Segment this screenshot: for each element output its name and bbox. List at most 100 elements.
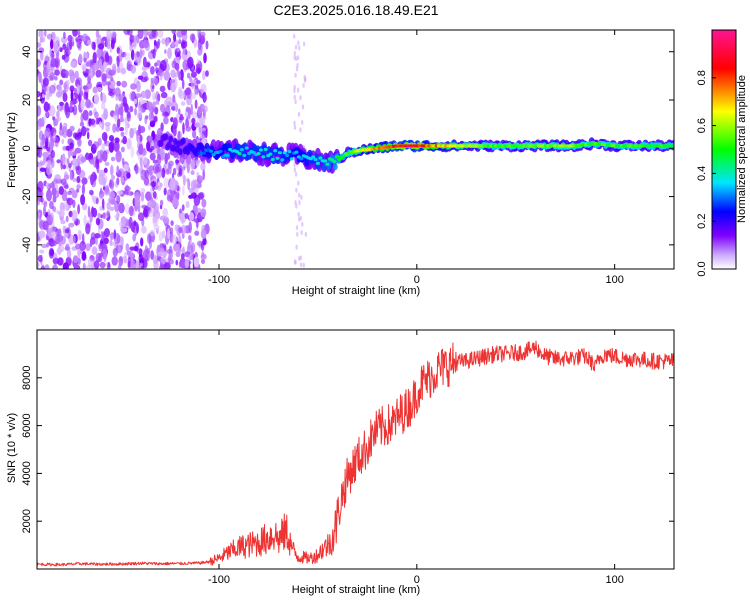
heatmap-cell — [123, 30, 130, 36]
heatmap-cell — [159, 247, 165, 253]
heatmap-cell — [141, 225, 147, 234]
heatmap-cell — [176, 30, 183, 38]
x-tick-label: -100 — [208, 574, 230, 586]
heatmap-cell — [80, 194, 86, 206]
heatmap-cell — [129, 246, 135, 251]
heatmap-cell — [105, 262, 109, 267]
heatmap-cell — [41, 243, 48, 249]
heatmap-cell — [116, 177, 120, 186]
heatmap-cell — [298, 256, 301, 261]
heatmap-cell — [275, 156, 280, 160]
heatmap-cell — [40, 196, 44, 203]
heatmap-cell — [302, 41, 306, 47]
heatmap-cell — [108, 191, 115, 200]
heatmap-cell — [66, 158, 70, 164]
heatmap-cell — [143, 156, 148, 165]
heatmap-cell — [83, 91, 88, 100]
heatmap-cell — [201, 116, 207, 121]
heatmap-cell — [69, 39, 73, 51]
snr-frame — [36, 329, 675, 570]
heatmap-cell — [88, 110, 93, 117]
heatmap-cell — [173, 117, 178, 130]
heatmap-cell — [156, 153, 162, 166]
heatmap-cell — [152, 92, 156, 101]
heatmap-cell — [190, 79, 195, 90]
heatmap-cell — [120, 131, 125, 137]
heatmap-cell — [179, 208, 182, 214]
heatmap-cell — [300, 230, 303, 236]
heatmap-cell — [301, 221, 304, 227]
heatmap-cell — [50, 212, 54, 223]
heatmap-cell — [43, 101, 49, 112]
spectrogram-x-ticks: -100 0 100 — [208, 30, 624, 286]
heatmap-cell — [158, 231, 163, 243]
heatmap-cell — [315, 161, 320, 165]
heatmap-cell — [251, 151, 256, 155]
heatmap-cell — [318, 156, 323, 160]
heatmap-cell — [53, 36, 60, 45]
heatmap-cell — [102, 212, 106, 220]
heatmap-cell — [304, 231, 308, 237]
heatmap-cell — [152, 101, 156, 109]
heatmap-cell — [87, 258, 94, 267]
heatmap-cell — [299, 215, 302, 221]
heatmap-cell — [332, 160, 337, 164]
y-tick-label: 40 — [21, 46, 33, 58]
heatmap-cell — [101, 92, 107, 104]
heatmap-cell — [194, 99, 198, 109]
heatmap-cell — [79, 240, 87, 252]
heatmap-cell — [159, 199, 164, 206]
heatmap-cell — [182, 185, 185, 196]
heatmap-cell — [201, 251, 205, 258]
heatmap-cell — [92, 86, 98, 94]
heatmap-cell — [143, 259, 148, 269]
heatmap-cell — [130, 64, 137, 74]
heatmap-cell — [253, 154, 259, 162]
snr-x-ticks: -100 0 100 — [208, 330, 624, 586]
heatmap-cell — [86, 81, 93, 90]
heatmap-cell — [95, 117, 99, 125]
heatmap-cell — [163, 70, 171, 81]
heatmap-cell — [164, 152, 168, 165]
heatmap-cell — [54, 174, 61, 182]
heatmap-cell — [170, 258, 174, 265]
heatmap-cell — [197, 48, 203, 56]
heatmap-cell — [108, 91, 114, 97]
heatmap-cell — [72, 132, 78, 139]
heatmap-cell — [313, 157, 318, 162]
heatmap-cell — [119, 117, 125, 123]
heatmap-cell — [44, 140, 49, 149]
heatmap-cell — [178, 72, 182, 81]
heatmap-cell — [180, 101, 186, 106]
heatmap-cell — [301, 120, 304, 125]
heatmap-cell — [200, 228, 207, 240]
heatmap-cell — [168, 135, 174, 143]
heatmap-cell — [302, 82, 305, 88]
heatmap-cell — [153, 202, 160, 214]
heatmap-cell — [151, 30, 157, 38]
heatmap-cell — [87, 139, 93, 147]
heatmap-cell — [152, 48, 156, 59]
heatmap-cell — [150, 181, 157, 188]
heatmap-cell — [123, 164, 129, 172]
heatmap-cell — [154, 141, 158, 149]
heatmap-cell — [99, 193, 104, 200]
heatmap-cell — [95, 236, 98, 246]
heatmap-cell — [52, 195, 57, 203]
heatmap-cell — [297, 40, 300, 46]
heatmap-cell — [75, 166, 80, 171]
heatmap-cell — [89, 118, 96, 126]
heatmap-cell — [56, 159, 61, 164]
heatmap-cell — [104, 185, 110, 194]
heatmap-cell — [192, 130, 197, 139]
heatmap-cell — [39, 167, 47, 172]
heatmap-cell — [72, 235, 76, 244]
heatmap-cell — [172, 94, 176, 103]
heatmap-cell — [69, 125, 75, 132]
heatmap-cell — [72, 177, 77, 182]
heatmap-cell — [135, 80, 141, 93]
heatmap-cell — [44, 30, 47, 37]
heatmap-cell — [188, 221, 192, 234]
heatmap-cell — [270, 157, 275, 162]
heatmap-cell — [139, 157, 143, 168]
